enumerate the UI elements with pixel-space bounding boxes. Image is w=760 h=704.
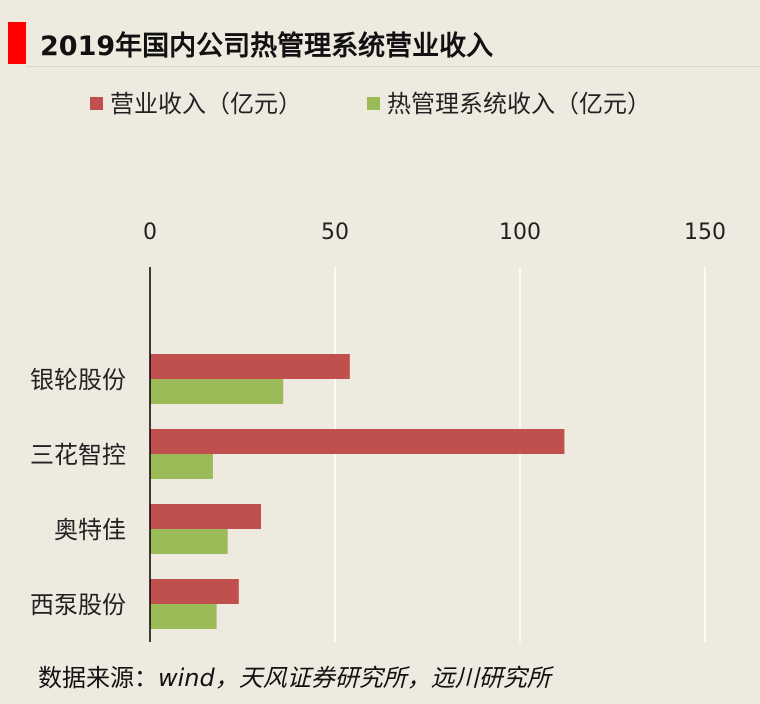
x-tick-labels: 0 50 100 150 [143, 220, 726, 245]
legend-label-1: 营业收入（亿元） [110, 90, 302, 118]
gridlines [334, 267, 706, 642]
category-label-3: 奥特佳 [54, 516, 126, 544]
x-tick-label-150: 150 [684, 220, 726, 245]
category-label-1: 银轮股份 [30, 366, 126, 394]
bar-thermal-1 [150, 379, 284, 404]
x-tick-label-0: 0 [143, 220, 157, 245]
bar-revenue-4 [150, 579, 239, 604]
legend-swatch-2 [367, 97, 380, 110]
legend: 营业收入（亿元） 热管理系统收入（亿元） [90, 90, 651, 118]
legend-swatch-1 [90, 97, 103, 110]
bar-revenue-2 [150, 429, 565, 454]
x-tick-label-50: 50 [321, 220, 349, 245]
bar-thermal-2 [150, 454, 213, 479]
title-bar: 2019年国内公司热管理系统营业收入 [0, 0, 760, 70]
title-accent-bar [8, 22, 26, 64]
category-label-4: 西泵股份 [30, 591, 126, 619]
source-note: 数据来源：wind，天风证券研究所，远川研究所 [38, 658, 551, 693]
category-label-2: 三花智控 [30, 441, 126, 469]
legend-label-2: 热管理系统收入（亿元） [387, 90, 651, 118]
bar-thermal-3 [150, 529, 228, 554]
source-text: wind，天风证券研究所，远川研究所 [158, 664, 551, 692]
bar-thermal-4 [150, 604, 217, 629]
bar-revenue-3 [150, 504, 261, 529]
bar-revenue-1 [150, 354, 350, 379]
source-label: 数据来源： [38, 664, 158, 692]
bars [150, 354, 565, 629]
x-tick-label-100: 100 [499, 220, 541, 245]
chart-title: 2019年国内公司热管理系统营业收入 [40, 31, 494, 62]
title-divider [26, 66, 760, 67]
